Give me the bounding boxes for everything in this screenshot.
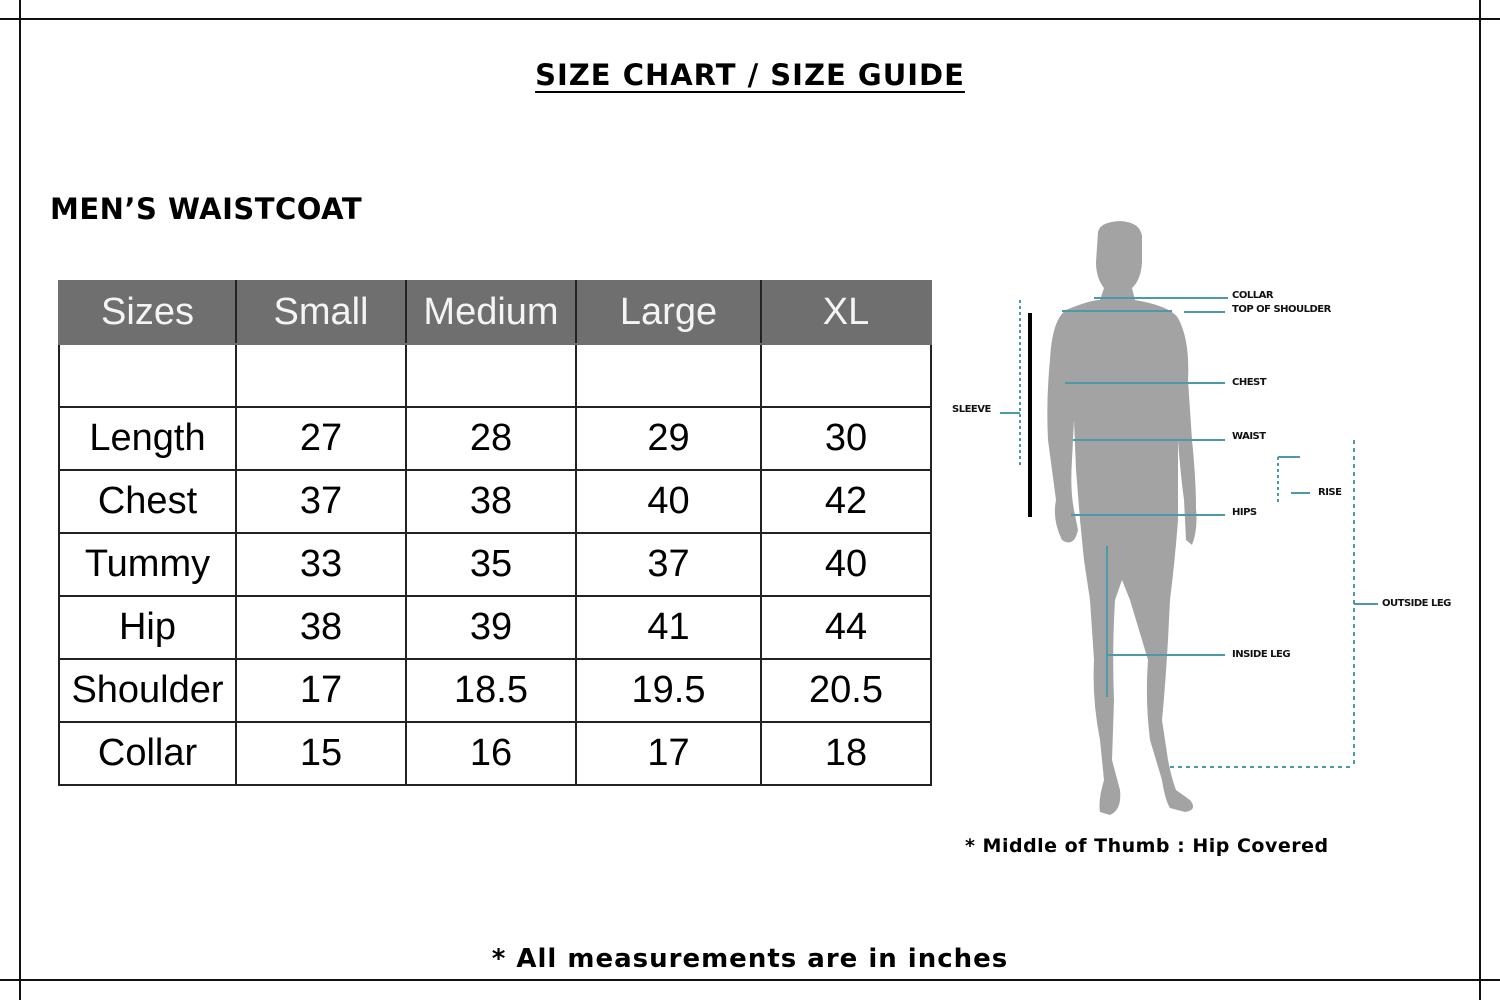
size-value-cell: 28: [405, 406, 577, 471]
table-row: [58, 343, 932, 408]
size-value-cell: 15: [235, 721, 407, 786]
label-collar: COLLAR: [1232, 290, 1274, 301]
size-value-cell: 35: [405, 532, 577, 597]
footer-note: * All measurements are in inches: [491, 944, 1009, 974]
label-chest: CHEST: [1232, 377, 1267, 388]
sleeve-bar: [1028, 313, 1032, 517]
header-cell: Large: [575, 280, 762, 345]
table-row: Tummy 33 35 37 40: [58, 532, 932, 597]
size-value-cell: 33: [235, 532, 407, 597]
label-rise: RISE: [1318, 487, 1342, 498]
size-value-cell: 42: [760, 469, 932, 534]
figure-note: * Middle of Thumb : Hip Covered: [965, 835, 1329, 857]
frame-left-line: [19, 0, 21, 1000]
size-value-cell: 44: [760, 595, 932, 660]
measurement-label-cell: [58, 343, 237, 408]
header-cell: Sizes: [58, 280, 237, 345]
frame-top-line: [0, 18, 1500, 20]
size-table: Sizes Small Medium Large XL Length 27 28 29…: [58, 280, 932, 786]
table-header-row: Sizes Small Medium Large XL: [58, 280, 932, 345]
header-cell: Small: [235, 280, 407, 345]
size-value-cell: [405, 343, 577, 408]
page-title-text: SIZE CHART / SIZE GUIDE: [535, 58, 965, 92]
frame-right-line: [1479, 0, 1481, 1000]
header-cell: Medium: [405, 280, 577, 345]
male-silhouette: [1047, 221, 1197, 815]
size-value-cell: 37: [575, 532, 762, 597]
header-cell: XL: [760, 280, 932, 345]
size-value-cell: 18: [760, 721, 932, 786]
label-outside-leg: OUTSIDE LEG: [1382, 598, 1451, 609]
measurement-label-cell: Collar: [58, 721, 237, 786]
label-top-of-shoulder: TOP OF SHOULDER: [1232, 304, 1331, 315]
page-title: SIZE CHART / SIZE GUIDE: [0, 58, 1500, 92]
table-row: Chest 37 38 40 42: [58, 469, 932, 534]
size-value-cell: 17: [575, 721, 762, 786]
label-waist: WAIST: [1232, 431, 1266, 442]
size-value-cell: 16: [405, 721, 577, 786]
size-value-cell: 40: [760, 532, 932, 597]
size-value-cell: 17: [235, 658, 407, 723]
size-value-cell: 40: [575, 469, 762, 534]
table-row: Hip 38 39 41 44: [58, 595, 932, 660]
size-value-cell: [235, 343, 407, 408]
measurement-label-cell: Hip: [58, 595, 237, 660]
size-value-cell: 37: [235, 469, 407, 534]
measurement-label-cell: Shoulder: [58, 658, 237, 723]
size-value-cell: 39: [405, 595, 577, 660]
size-value-cell: 41: [575, 595, 762, 660]
size-value-cell: 18.5: [405, 658, 577, 723]
table-row: Length 27 28 29 30: [58, 406, 932, 471]
frame-bottom-line: [0, 979, 1500, 981]
table-row: Shoulder 17 18.5 19.5 20.5: [58, 658, 932, 723]
product-title: MEN’S WAISTCOAT: [50, 192, 363, 226]
size-value-cell: 30: [760, 406, 932, 471]
size-value-cell: [760, 343, 932, 408]
size-value-cell: 29: [575, 406, 762, 471]
measurement-label-cell: Tummy: [58, 532, 237, 597]
size-value-cell: 38: [235, 595, 407, 660]
measurement-label-cell: Chest: [58, 469, 237, 534]
size-value-cell: 19.5: [575, 658, 762, 723]
size-value-cell: 20.5: [760, 658, 932, 723]
table-row: Collar 15 16 17 18: [58, 721, 932, 786]
size-value-cell: 27: [235, 406, 407, 471]
measurement-lines: [1000, 297, 1378, 768]
label-sleeve: SLEEVE: [952, 404, 991, 415]
label-hips: HIPS: [1232, 507, 1257, 518]
size-value-cell: 38: [405, 469, 577, 534]
label-inside-leg: INSIDE LEG: [1232, 649, 1291, 660]
size-value-cell: [575, 343, 762, 408]
measurement-label-cell: Length: [58, 406, 237, 471]
